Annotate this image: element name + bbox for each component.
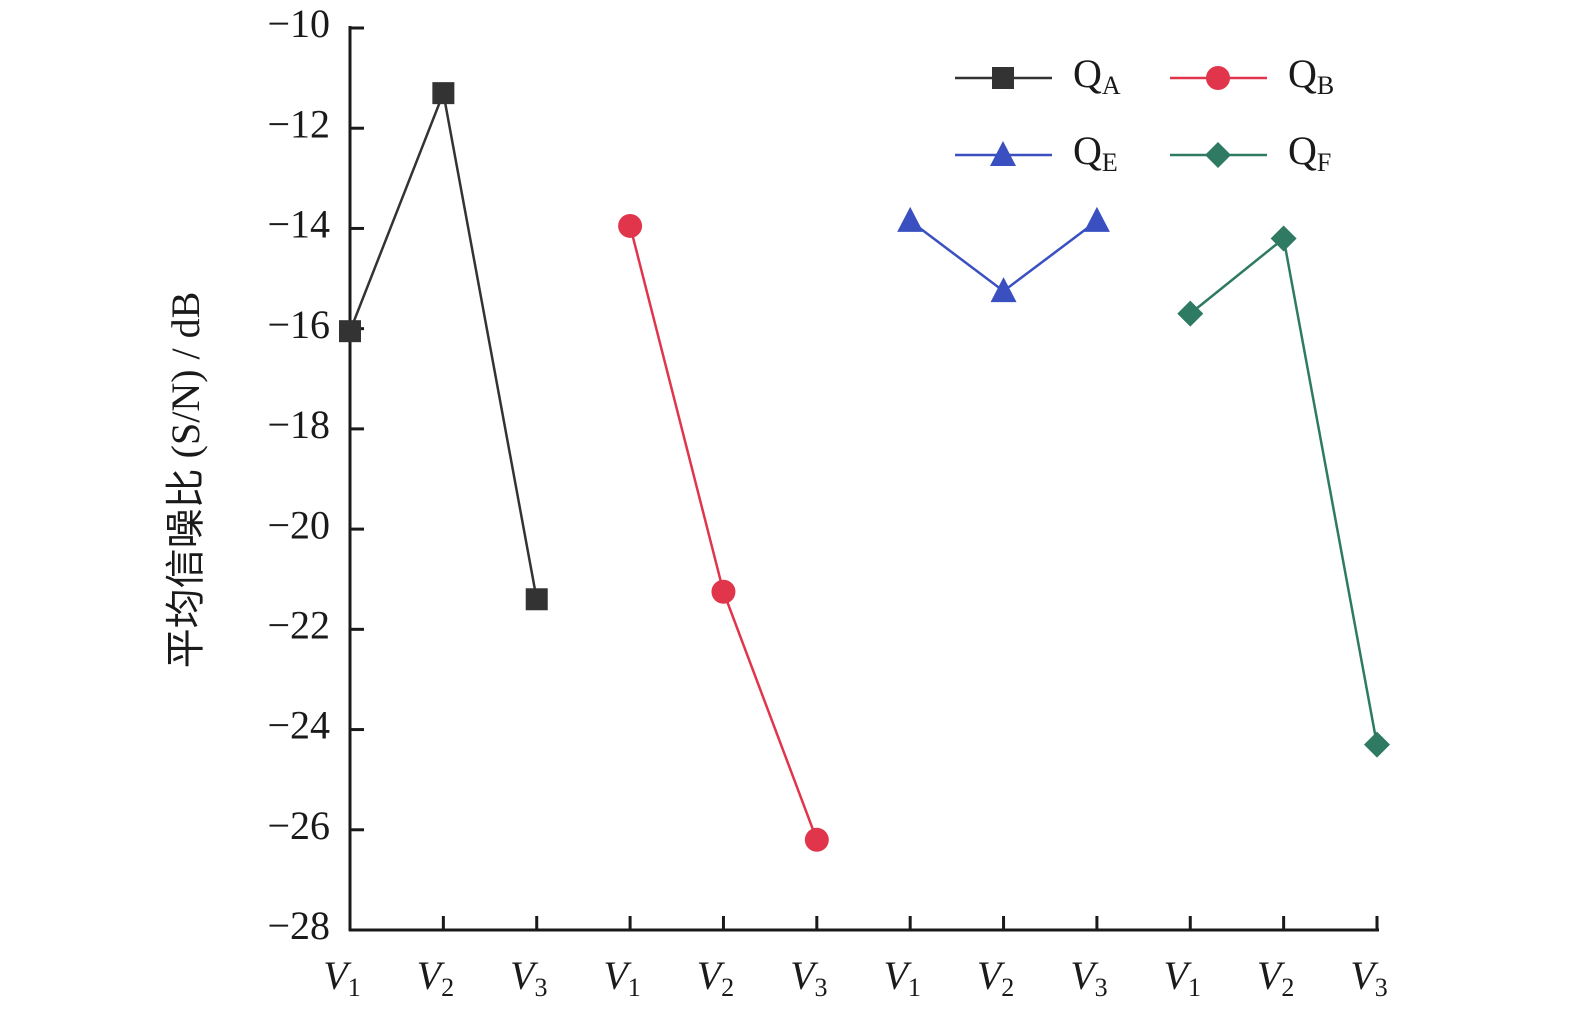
legend-item: QB	[1170, 51, 1334, 100]
marker	[339, 320, 361, 343]
legend-item: QE	[955, 128, 1118, 177]
x-tick-label: V3	[510, 953, 547, 1002]
marker	[1364, 731, 1390, 758]
marker	[432, 82, 455, 105]
y-tick-label: −14	[267, 202, 330, 247]
marker	[1270, 225, 1297, 252]
marker	[618, 213, 643, 238]
x-tick-label: V3	[1070, 953, 1107, 1002]
x-tick-label: V1	[883, 953, 920, 1002]
marker	[804, 827, 829, 852]
marker	[1205, 142, 1231, 168]
marker	[1206, 66, 1230, 90]
x-tick-label: V1	[323, 953, 360, 1002]
marker	[897, 206, 924, 232]
legend-label: QF	[1288, 128, 1331, 177]
y-tick-label: −24	[267, 703, 330, 748]
x-tick-label: V3	[1350, 953, 1387, 1002]
marker	[711, 579, 736, 604]
y-tick-label: −22	[267, 603, 330, 648]
legend-item: QA	[955, 51, 1121, 100]
legend-label: QB	[1288, 51, 1334, 100]
x-tick-label: V2	[417, 953, 454, 1002]
series-line	[348, 88, 538, 600]
series-line	[1189, 236, 1379, 745]
y-axis-label: 平均信噪比 (S/N) / dB	[163, 292, 208, 669]
marker	[1083, 206, 1110, 232]
x-tick-label: V1	[1164, 953, 1201, 1002]
x-tick-label: V2	[1257, 953, 1294, 1002]
y-tick-label: −16	[267, 302, 330, 347]
marker	[992, 67, 1014, 89]
y-tick-label: −20	[267, 502, 330, 547]
x-tick-label: V1	[603, 953, 640, 1002]
x-tick-label: V2	[977, 953, 1014, 1002]
marker	[990, 141, 1016, 166]
y-tick-label: −28	[267, 903, 330, 948]
y-tick-label: −18	[267, 402, 330, 447]
y-tick-label: −12	[267, 101, 330, 146]
y-tick-label: −10	[267, 1, 330, 46]
x-tick-label: V2	[697, 953, 734, 1002]
legend-label: QA	[1073, 51, 1121, 100]
legend-item: QF	[1170, 128, 1331, 177]
y-tick-label: −26	[267, 803, 330, 848]
marker	[525, 588, 548, 611]
legend-label: QE	[1073, 128, 1118, 177]
series-line	[628, 225, 818, 841]
marker	[1177, 300, 1204, 327]
marker	[990, 277, 1017, 303]
x-tick-label: V3	[790, 953, 827, 1002]
